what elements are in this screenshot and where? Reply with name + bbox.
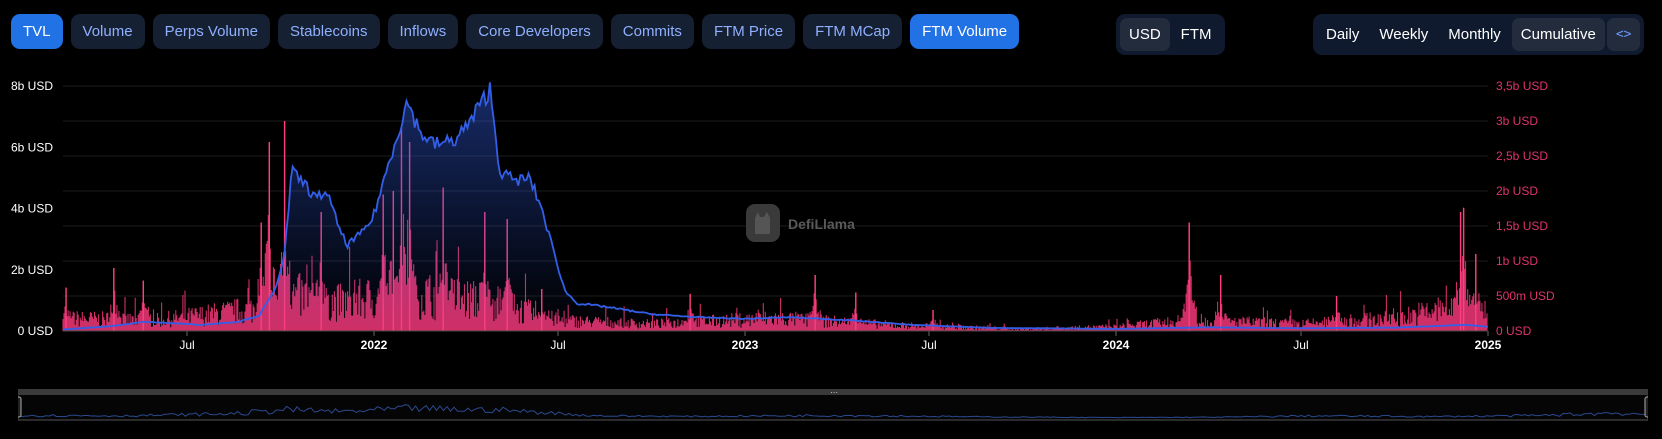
denomination-ftm[interactable]: FTM xyxy=(1180,26,1212,43)
brush-grip-icon[interactable]: ⋯ xyxy=(830,388,838,397)
groupby-cumulative[interactable]: Cumulative xyxy=(1511,18,1605,51)
y-left-tick-label: 4b USD xyxy=(11,202,53,216)
y-left-tick-label: 8b USD xyxy=(11,79,53,93)
brush-window-bar[interactable] xyxy=(18,389,1648,395)
tab-ftm-price[interactable]: FTM Price xyxy=(701,14,796,49)
tvl-line xyxy=(62,82,1489,331)
groupby-toggle: Daily Weekly Monthly Cumulative <> xyxy=(1313,14,1645,55)
brush-preview-line xyxy=(18,404,1647,419)
x-tick-label: 2024 xyxy=(1103,338,1130,352)
y-right-tick-label: 3b USD xyxy=(1496,114,1538,128)
y-right-tick-label: 1,5b USD xyxy=(1496,219,1548,233)
y-right-tick-label: 1b USD xyxy=(1496,254,1538,268)
llama-logo-icon xyxy=(746,204,780,242)
axis-labels: 0 USD 500m USD 1b USD 1,5b USD 2b USD 2,5b US… xyxy=(11,79,1555,352)
y-right-tick-label: 2b USD xyxy=(1496,184,1538,198)
y-right-tick-label: 3,5b USD xyxy=(1496,79,1548,93)
x-tick-label: 2023 xyxy=(732,338,759,352)
denomination-usd[interactable]: USD xyxy=(1120,18,1170,51)
tab-inflows[interactable]: Inflows xyxy=(387,14,459,49)
groupby-daily[interactable]: Daily xyxy=(1326,26,1360,43)
x-tick-label: Jul xyxy=(179,338,194,352)
tab-ftm-mcap[interactable]: FTM MCap xyxy=(803,14,903,49)
y-right-tick-label: 2,5b USD xyxy=(1496,149,1548,163)
tab-perps-volume[interactable]: Perps Volume xyxy=(152,14,270,49)
groupby-weekly[interactable]: Weekly xyxy=(1379,26,1429,43)
tvl-area xyxy=(62,82,1489,331)
tab-ftm-volume[interactable]: FTM Volume xyxy=(910,14,1020,49)
tab-core-developers[interactable]: Core Developers xyxy=(466,14,603,49)
tvl-area-fill xyxy=(63,82,1488,331)
code-icon[interactable]: <> xyxy=(1606,18,1641,51)
brush-right-handle[interactable] xyxy=(1644,396,1648,418)
y-left-tick-label: 6b USD xyxy=(11,140,53,154)
x-tick-label: 2025 xyxy=(1475,338,1502,352)
chart-area: 0 USD 500m USD 1b USD 1,5b USD 2b USD 2,5b US… xyxy=(11,79,1555,352)
x-tick-label: 2022 xyxy=(361,338,388,352)
denomination-toggle: USD FTM xyxy=(1116,14,1225,55)
y-right-tick-label: 0 USD xyxy=(1496,324,1532,338)
y-right-tick-label: 500m USD xyxy=(1496,289,1555,303)
brush-left-handle[interactable] xyxy=(18,396,22,418)
tab-tvl[interactable]: TVL xyxy=(11,14,63,49)
metric-tabs: TVL Volume Perps Volume Stablecoins Inflows C… xyxy=(11,14,1020,49)
x-tick-label: Jul xyxy=(921,338,936,352)
tab-volume[interactable]: Volume xyxy=(70,14,145,49)
tab-commits[interactable]: Commits xyxy=(610,14,694,49)
x-tick-label: Jul xyxy=(550,338,565,352)
groupby-monthly[interactable]: Monthly xyxy=(1448,26,1501,43)
time-range-brush[interactable]: ⋯ xyxy=(18,385,1648,425)
watermark-text: DefiLlama xyxy=(788,216,855,232)
y-left-tick-label: 2b USD xyxy=(11,263,53,277)
x-tick-label: Jul xyxy=(1293,338,1308,352)
tab-stablecoins[interactable]: Stablecoins xyxy=(277,14,380,49)
defillama-watermark: DefiLlama xyxy=(746,204,855,242)
y-left-tick-label: 0 USD xyxy=(18,324,54,338)
